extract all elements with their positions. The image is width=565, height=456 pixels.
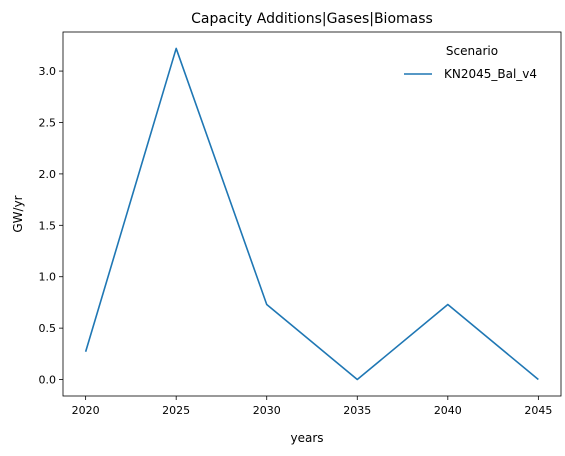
- series-layer: [84, 47, 539, 381]
- x-axis-label: years: [290, 431, 323, 445]
- legend-title: Scenario: [446, 44, 498, 58]
- x-tick-label: 2030: [253, 404, 281, 417]
- y-axis: 0.0 0.5 1.0 1.5 2.0 2.5 3.0: [39, 65, 63, 387]
- y-tick-label: 0.5: [39, 322, 57, 335]
- y-tick-label: 2.5: [39, 116, 57, 129]
- x-tick-label: 2040: [434, 404, 462, 417]
- y-tick-label: 1.0: [39, 271, 57, 284]
- legend: Scenario KN2045_Bal_v4: [404, 44, 537, 81]
- x-tick-label: 2035: [343, 404, 371, 417]
- legend-item-label: KN2045_Bal_v4: [444, 67, 537, 81]
- x-tick-label: 2020: [72, 404, 100, 417]
- y-tick-label: 3.0: [39, 65, 57, 78]
- plot-area: [62, 31, 562, 397]
- x-tick-label: 2045: [524, 404, 552, 417]
- y-tick-label: 0.0: [39, 374, 57, 387]
- y-tick-label: 2.0: [39, 168, 57, 181]
- x-tick-label: 2025: [162, 404, 190, 417]
- series-line: [84, 47, 539, 381]
- x-axis: 2020 2025 2030 2035 2040 2045: [72, 396, 552, 417]
- y-axis-label: GW/yr: [11, 195, 25, 232]
- chart-title: Capacity Additions|Gases|Biomass: [191, 11, 433, 27]
- y-tick-label: 1.5: [39, 219, 57, 232]
